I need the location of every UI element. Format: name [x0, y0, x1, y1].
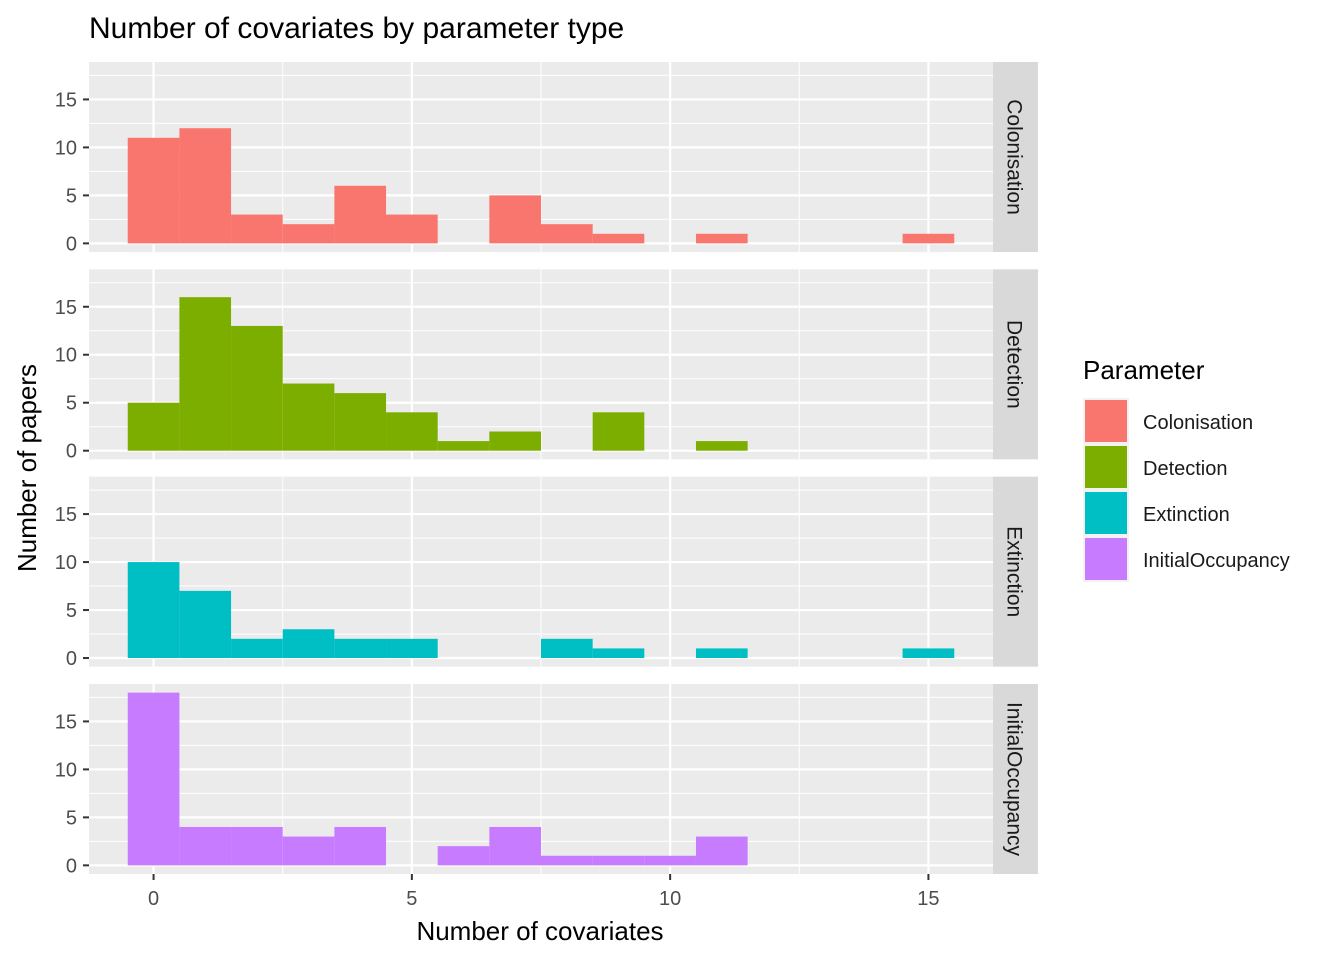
bar-initialoccupancy-bin-10	[644, 855, 696, 866]
y-tick-label: 0	[66, 855, 77, 877]
bar-colonisation-bin-3	[282, 224, 335, 244]
bar-initialoccupancy-bin-0	[127, 692, 180, 866]
facet-strip-initialoccupancy	[993, 683, 1038, 874]
bar-extinction-bin-0	[127, 562, 180, 659]
bar-detection-bin-0	[127, 402, 180, 451]
y-axis-title: Number of papers	[12, 364, 42, 572]
bar-initialoccupancy-bin-1	[179, 826, 232, 866]
bar-extinction-bin-5	[386, 638, 438, 659]
bar-colonisation-bin-9	[592, 233, 645, 244]
legend-label-extinction: Extinction	[1143, 504, 1230, 526]
bar-detection-bin-11	[695, 441, 748, 451]
bar-detection-bin-4	[334, 393, 387, 451]
x-tick-label: 15	[917, 888, 939, 910]
facet-strip-colonisation	[993, 62, 1038, 252]
facet-strip-label-colonisation: Colonisation	[1003, 99, 1026, 215]
bar-extinction-bin-9	[592, 648, 645, 659]
bar-colonisation-bin-15	[902, 233, 955, 244]
facet-panels: 0 5 10 15 Colonisation 0 5 10 15 Detection 0 5 10 15 E…	[55, 62, 1038, 910]
bar-initialoccupancy-bin-2	[231, 826, 283, 866]
chart-title: Number of covariates by parameter type	[89, 12, 624, 45]
bar-extinction-bin-1	[179, 590, 232, 659]
legend-swatch-initialoccupancy	[1085, 538, 1127, 580]
bar-detection-bin-9	[592, 412, 645, 451]
facet-strip-label-detection: Detection	[1003, 320, 1026, 409]
bar-colonisation-bin-1	[179, 128, 232, 244]
bar-detection-bin-1	[179, 297, 232, 451]
bar-detection-bin-2	[231, 325, 283, 451]
bar-initialoccupancy-bin-8	[541, 855, 593, 866]
y-tick-label: 15	[55, 711, 77, 733]
bar-initialoccupancy-bin-7	[489, 826, 541, 866]
bar-extinction-bin-2	[231, 638, 283, 659]
bar-colonisation-bin-8	[541, 224, 593, 244]
bar-extinction-bin-11	[695, 648, 748, 659]
x-axis-title: Number of covariates	[416, 916, 663, 946]
legend-swatch-detection	[1085, 446, 1127, 488]
y-tick-label: 5	[66, 600, 77, 622]
y-tick-label: 5	[66, 185, 77, 207]
legend-title: Parameter	[1083, 355, 1205, 385]
legend-swatch-colonisation	[1085, 400, 1127, 442]
bar-detection-bin-5	[386, 412, 438, 451]
y-tick-label: 5	[66, 393, 77, 415]
facet-strip-label-initialoccupancy: InitialOccupancy	[1003, 702, 1026, 857]
legend-swatch-extinction	[1085, 492, 1127, 534]
bar-extinction-bin-4	[334, 638, 387, 659]
x-tick-label: 5	[406, 888, 417, 910]
y-tick-label: 10	[55, 759, 77, 781]
facet-strip-detection	[993, 269, 1038, 460]
y-tick-label: 15	[55, 297, 77, 319]
bar-initialoccupancy-bin-11	[695, 836, 748, 866]
legend-label-detection: Detection	[1143, 458, 1228, 480]
bar-extinction-bin-8	[541, 638, 593, 659]
y-tick-label: 10	[55, 552, 77, 574]
y-tick-label: 0	[66, 233, 77, 255]
bar-extinction-bin-15	[902, 648, 955, 659]
bar-colonisation-bin-0	[127, 137, 180, 244]
facet-strip-label-extinction: Extinction	[1003, 526, 1026, 617]
legend-label-colonisation: Colonisation	[1143, 412, 1253, 434]
bar-colonisation-bin-11	[695, 233, 748, 244]
y-tick-label: 15	[55, 89, 77, 111]
bar-colonisation-bin-4	[334, 185, 387, 244]
bar-detection-bin-6	[437, 441, 490, 451]
bar-colonisation-bin-2	[231, 214, 283, 244]
legend: Colonisation Detection Extinction InitialOc…	[1083, 398, 1290, 582]
bar-initialoccupancy-bin-6	[437, 846, 490, 866]
y-tick-label: 15	[55, 504, 77, 526]
y-tick-label: 0	[66, 648, 77, 670]
bar-detection-bin-7	[489, 431, 541, 451]
bar-initialoccupancy-bin-4	[334, 826, 387, 866]
bar-detection-bin-3	[282, 383, 335, 451]
x-tick-label: 0	[148, 888, 159, 910]
facet-strip-extinction	[993, 476, 1038, 667]
bar-colonisation-bin-7	[489, 195, 541, 244]
y-tick-label: 10	[55, 137, 77, 159]
y-tick-label: 0	[66, 441, 77, 463]
legend-label-initialoccupancy: InitialOccupancy	[1143, 550, 1290, 572]
bar-initialoccupancy-bin-3	[282, 836, 335, 866]
y-tick-label: 10	[55, 345, 77, 367]
x-tick-label: 10	[659, 888, 681, 910]
bar-initialoccupancy-bin-9	[592, 855, 645, 866]
bar-extinction-bin-3	[282, 629, 335, 659]
bar-colonisation-bin-5	[386, 214, 438, 244]
y-tick-label: 5	[66, 807, 77, 829]
